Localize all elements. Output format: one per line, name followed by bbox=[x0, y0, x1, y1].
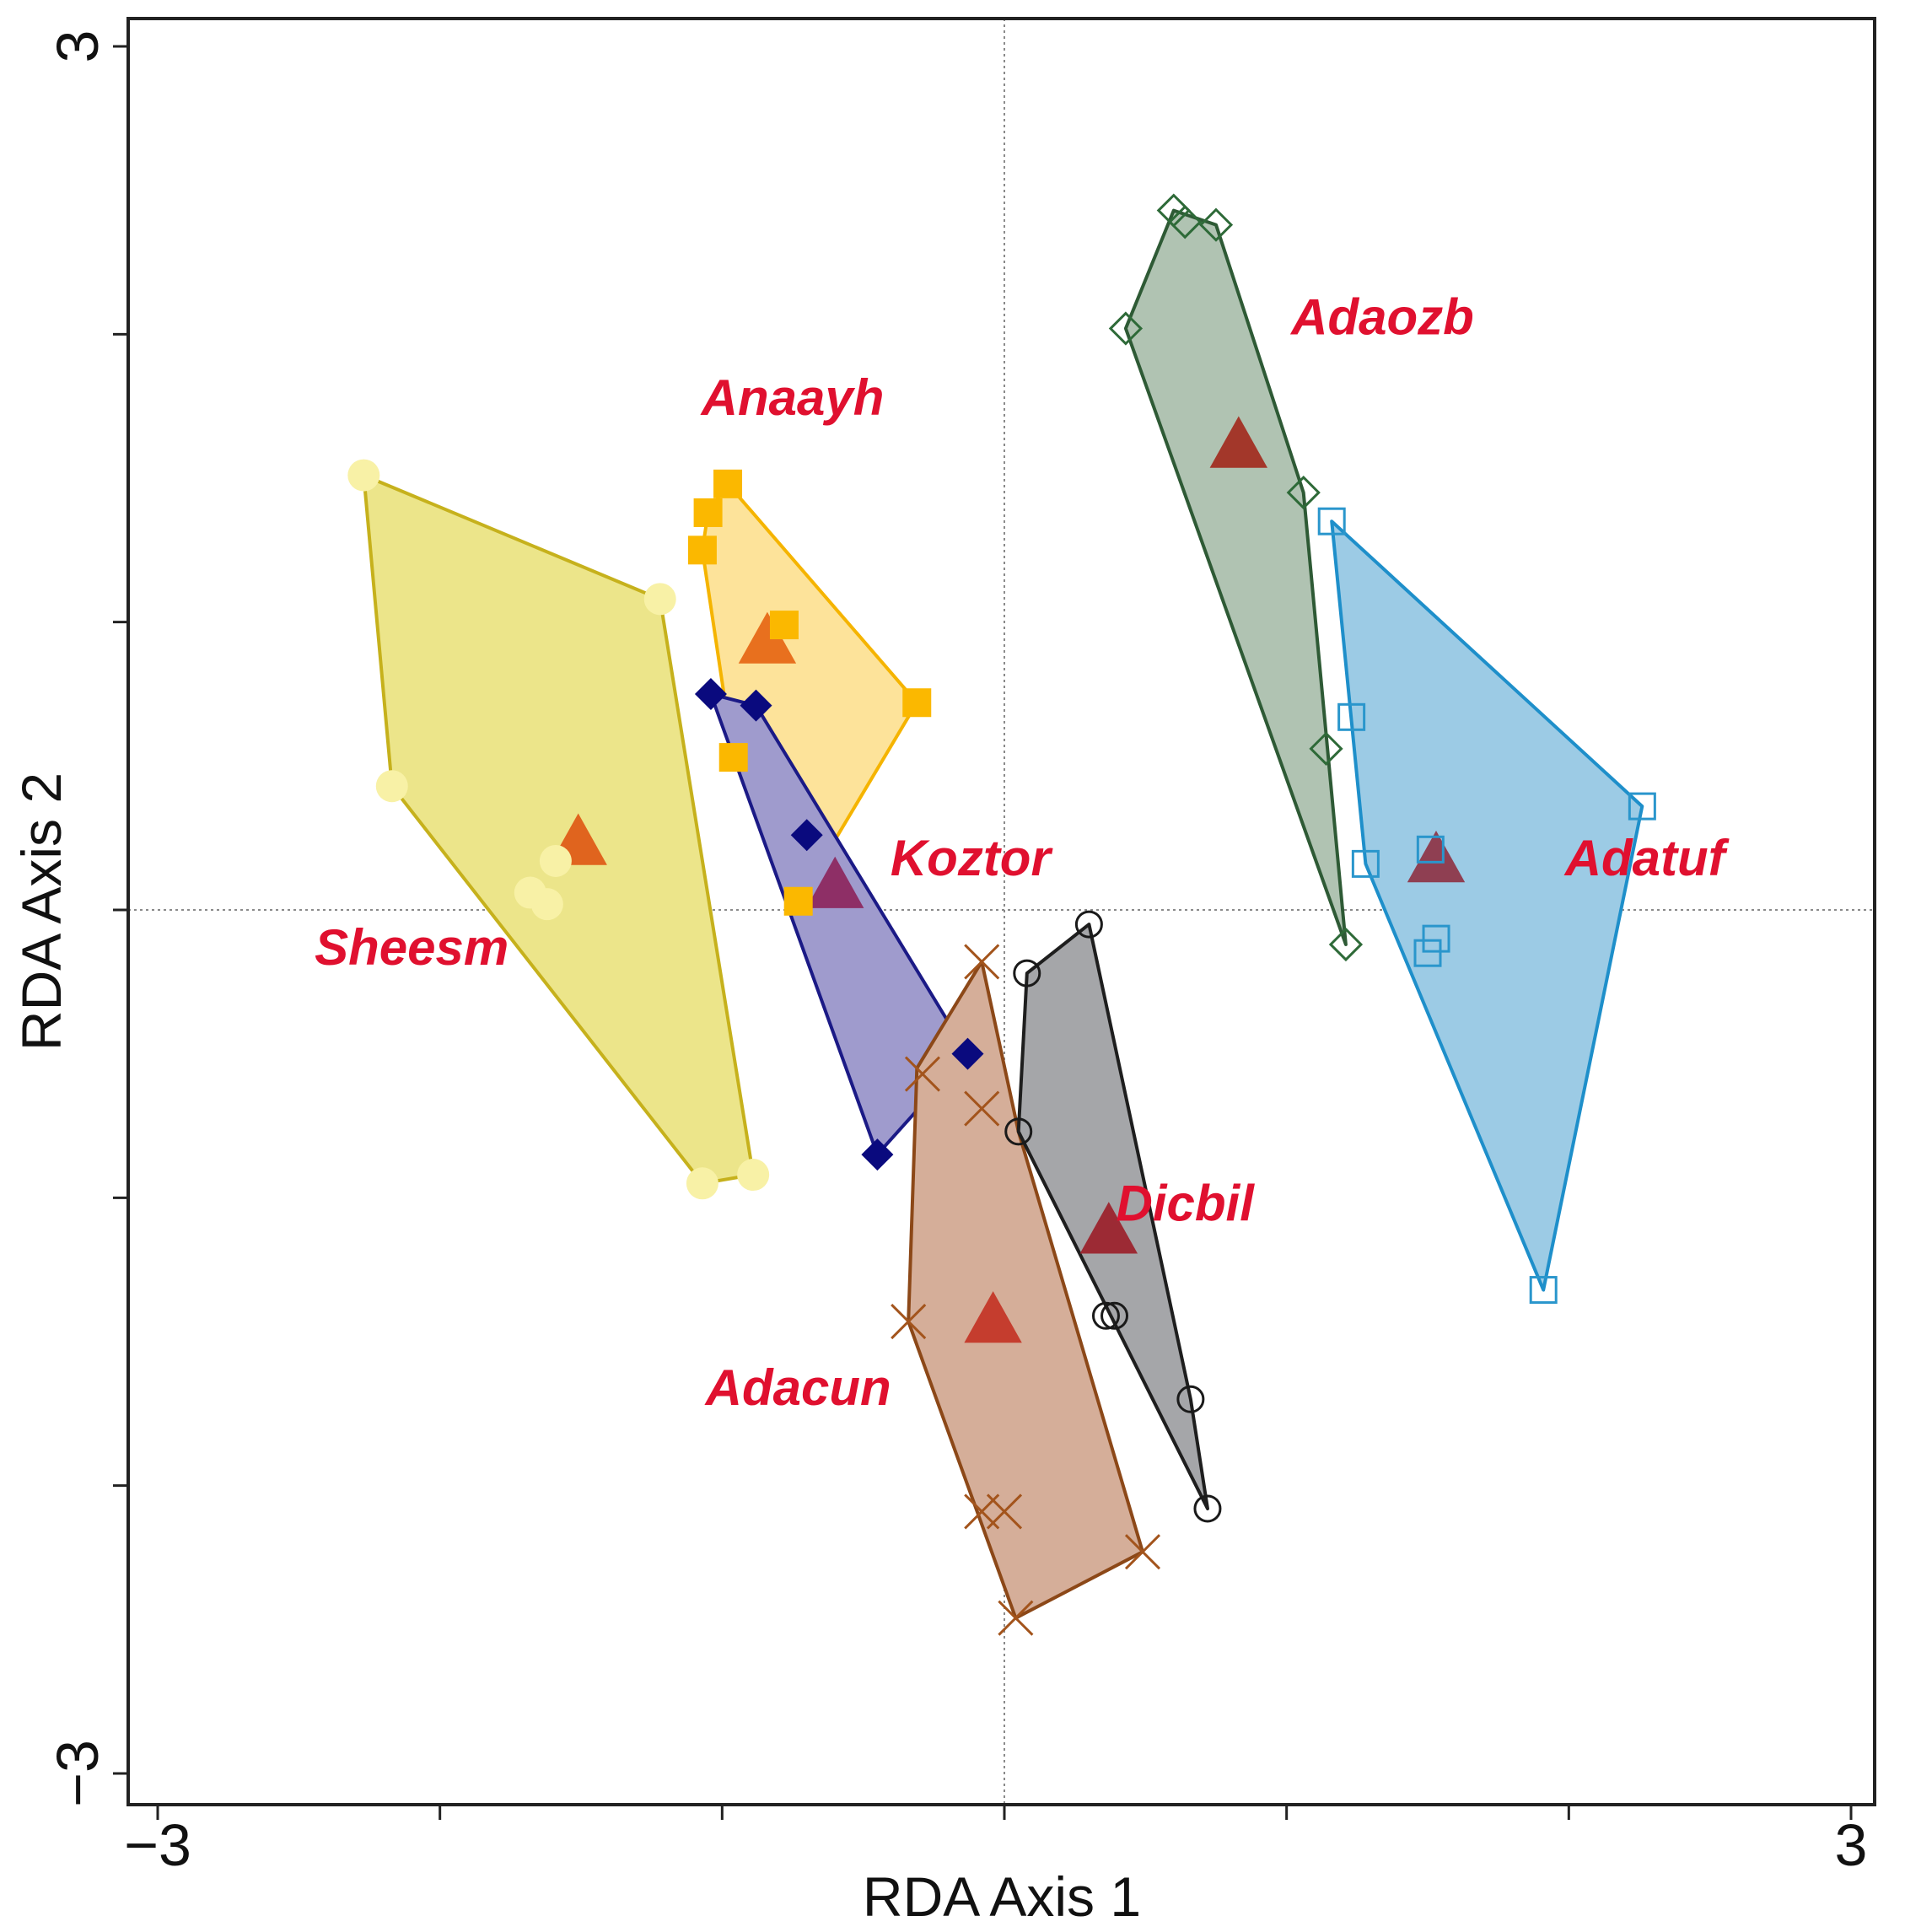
point-dicbil bbox=[1013, 959, 1041, 988]
point-dicbil bbox=[1176, 1385, 1205, 1413]
centroid-adacun bbox=[964, 1291, 1022, 1343]
axis-ticks bbox=[113, 45, 1853, 1820]
label-adaozb: Adaozb bbox=[1289, 288, 1474, 345]
point-koztor bbox=[951, 1037, 984, 1070]
x-axis-title: RDA Axis 1 bbox=[863, 1865, 1141, 1928]
point-adacun bbox=[964, 944, 1000, 980]
point-adacun bbox=[904, 1056, 941, 1092]
centroid-adaozb bbox=[1209, 416, 1267, 468]
point-sheesm bbox=[737, 1159, 770, 1192]
point-anaayh bbox=[783, 886, 813, 916]
point-adacun bbox=[986, 1493, 1023, 1530]
point-sheesm bbox=[643, 583, 676, 616]
y-tick-label: −3 bbox=[45, 1740, 110, 1807]
label-anaayh: Anaayh bbox=[700, 369, 885, 426]
point-sheesm bbox=[539, 844, 572, 877]
group-centroids bbox=[549, 416, 1466, 1343]
hull-adatuf bbox=[1330, 519, 1644, 1292]
label-koztor: Koztor bbox=[891, 830, 1054, 886]
y-tick-label: 3 bbox=[45, 30, 110, 63]
point-sheesm bbox=[686, 1167, 718, 1200]
point-adaozb bbox=[1168, 205, 1203, 239]
point-adaozb bbox=[1309, 731, 1343, 766]
x-tick-label: 3 bbox=[1835, 1812, 1868, 1878]
label-dicbil: Dicbil bbox=[1117, 1176, 1256, 1232]
point-dicbil bbox=[1091, 1301, 1120, 1330]
point-adaozb bbox=[1198, 207, 1234, 242]
sample-points bbox=[347, 193, 1656, 1636]
point-koztor bbox=[694, 678, 727, 710]
point-koztor bbox=[740, 689, 772, 722]
point-koztor bbox=[861, 1138, 894, 1171]
point-adatuf bbox=[1628, 792, 1656, 821]
point-adacun bbox=[964, 1090, 1000, 1127]
plot-frame bbox=[126, 17, 1876, 1806]
label-adatuf: Adatuf bbox=[1563, 830, 1730, 886]
point-anaayh bbox=[713, 469, 743, 498]
point-adatuf bbox=[1351, 849, 1380, 878]
tick-labels: −3 3 3 −3 bbox=[45, 30, 1867, 1878]
point-adaozb bbox=[1108, 311, 1144, 346]
point-sheesm bbox=[530, 888, 563, 921]
y-axis-title: RDA Axis 2 bbox=[10, 772, 73, 1051]
hull-adaozb bbox=[1123, 208, 1348, 946]
centroid-dicbil bbox=[1079, 1202, 1138, 1254]
point-anaayh bbox=[693, 498, 723, 527]
point-anaayh bbox=[718, 743, 748, 772]
centroid-koztor bbox=[806, 856, 864, 908]
label-sheesm: Sheesm bbox=[315, 919, 509, 976]
point-dicbil bbox=[1193, 1494, 1222, 1523]
point-koztor bbox=[790, 819, 823, 852]
point-adaozb bbox=[1328, 927, 1364, 962]
point-dicbil bbox=[1100, 1301, 1129, 1330]
point-sheesm bbox=[375, 770, 408, 803]
point-dicbil bbox=[1074, 910, 1103, 939]
point-adacun bbox=[891, 1304, 927, 1340]
point-adacun bbox=[1124, 1534, 1161, 1570]
point-anaayh bbox=[687, 535, 717, 565]
point-adatuf bbox=[1337, 702, 1366, 731]
point-adatuf bbox=[1422, 924, 1450, 953]
point-adacun bbox=[998, 1600, 1034, 1636]
point-anaayh bbox=[902, 688, 932, 718]
point-anaayh bbox=[769, 611, 799, 640]
point-adatuf bbox=[1317, 507, 1346, 535]
point-dicbil bbox=[1004, 1117, 1033, 1146]
hull-sheesm bbox=[362, 473, 756, 1186]
group-labels: Sheesm Anaayh Koztor Adacun Dicbil Adaozb Adat… bbox=[315, 288, 1730, 1416]
label-adacun: Adacun bbox=[704, 1359, 891, 1416]
centroid-anaayh bbox=[738, 611, 797, 664]
point-adatuf bbox=[1529, 1276, 1558, 1305]
centroid-adatuf bbox=[1407, 831, 1466, 883]
point-adatuf bbox=[1416, 835, 1445, 864]
point-sheesm bbox=[347, 459, 380, 492]
point-adatuf bbox=[1413, 939, 1442, 967]
x-tick-label: −3 bbox=[124, 1812, 191, 1878]
point-adaozb bbox=[1286, 475, 1321, 510]
